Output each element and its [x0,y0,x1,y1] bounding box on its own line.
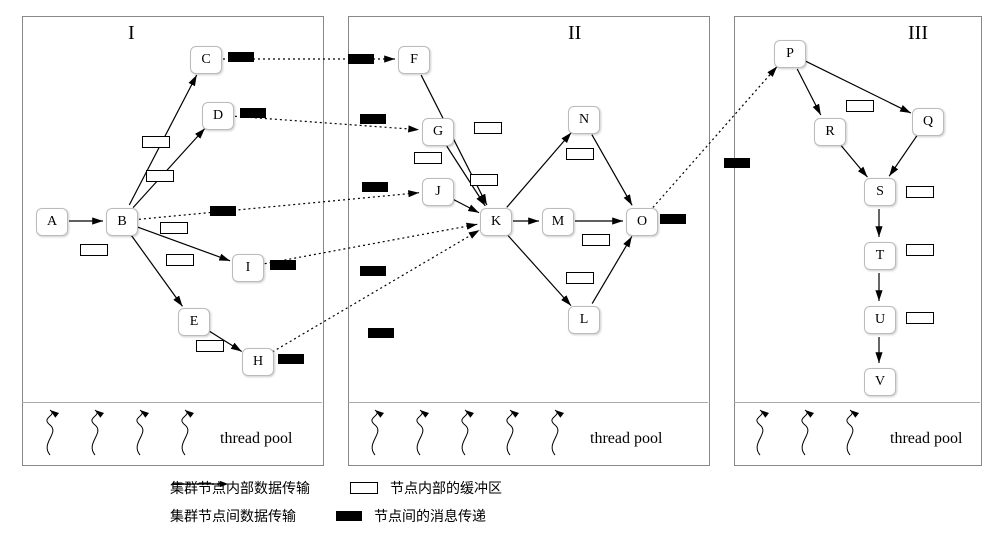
thread-pool-label-2: thread pool [590,430,662,448]
buffer-marker [566,148,594,160]
buffer-marker [470,174,498,186]
legend-buffer-label: 节点内部的缓冲区 [390,478,502,498]
buffer-marker [906,312,934,324]
node-J: J [422,178,454,206]
node-K: K [480,208,512,236]
buffer-marker [414,152,442,164]
message-marker [360,266,386,276]
cluster-1-label: I [128,22,135,45]
message-marker [270,260,296,270]
buffer-marker [80,244,108,256]
legend-msg-label: 节点间的消息传递 [374,506,486,526]
legend-msg: 节点间的消息传递 [336,506,486,526]
buffer-marker [166,254,194,266]
message-marker [210,206,236,216]
tp-divider-2 [348,402,708,403]
buffer-marker [146,170,174,182]
diagram-canvas: I II III thread pool thread pool thread … [10,10,990,532]
node-H: H [242,348,274,376]
node-B: B [106,208,138,236]
thread-pool-label-1: thread pool [220,430,292,448]
tp-divider-1 [22,402,322,403]
node-D: D [202,102,234,130]
buffer-marker [142,136,170,148]
legend-solid: 集群节点内部数据传输 [170,478,310,498]
node-T: T [864,242,896,270]
node-P: P [774,40,806,68]
node-E: E [178,308,210,336]
cluster-1 [22,16,324,466]
node-F: F [398,46,430,74]
message-marker [278,354,304,364]
message-marker [228,52,254,62]
message-marker [368,328,394,338]
node-S: S [864,178,896,206]
node-C: C [190,46,222,74]
tp-divider-3 [734,402,980,403]
legend-buffer: 节点内部的缓冲区 [350,478,502,498]
node-G: G [422,118,454,146]
cluster-2-label: II [568,22,581,45]
buffer-marker [906,186,934,198]
cluster-2 [348,16,710,466]
message-marker [724,158,750,168]
buffer-marker [160,222,188,234]
legend-dotted: 集群节点间数据传输 [170,506,296,526]
message-marker [348,54,374,64]
node-R: R [814,118,846,146]
node-M: M [542,208,574,236]
node-I: I [232,254,264,282]
buffer-marker [196,340,224,352]
node-Q: Q [912,108,944,136]
legend: 集群节点内部数据传输 节点内部的缓冲区 集群节点间数据传输 节点间的消息传递 [170,478,950,534]
node-L: L [568,306,600,334]
legend-dotted-label: 集群节点间数据传输 [170,506,296,526]
node-U: U [864,306,896,334]
node-V: V [864,368,896,396]
thread-pool-label-3: thread pool [890,430,962,448]
buffer-marker [846,100,874,112]
buffer-marker [582,234,610,246]
buffer-marker [906,244,934,256]
message-marker [360,114,386,124]
cluster-3-label: III [908,22,928,45]
message-marker [240,108,266,118]
buffer-marker [474,122,502,134]
message-marker [660,214,686,224]
node-N: N [568,106,600,134]
node-O: O [626,208,658,236]
node-A: A [36,208,68,236]
legend-solid-label: 集群节点内部数据传输 [170,478,310,498]
message-marker [362,182,388,192]
cluster-3 [734,16,982,466]
buffer-marker [566,272,594,284]
